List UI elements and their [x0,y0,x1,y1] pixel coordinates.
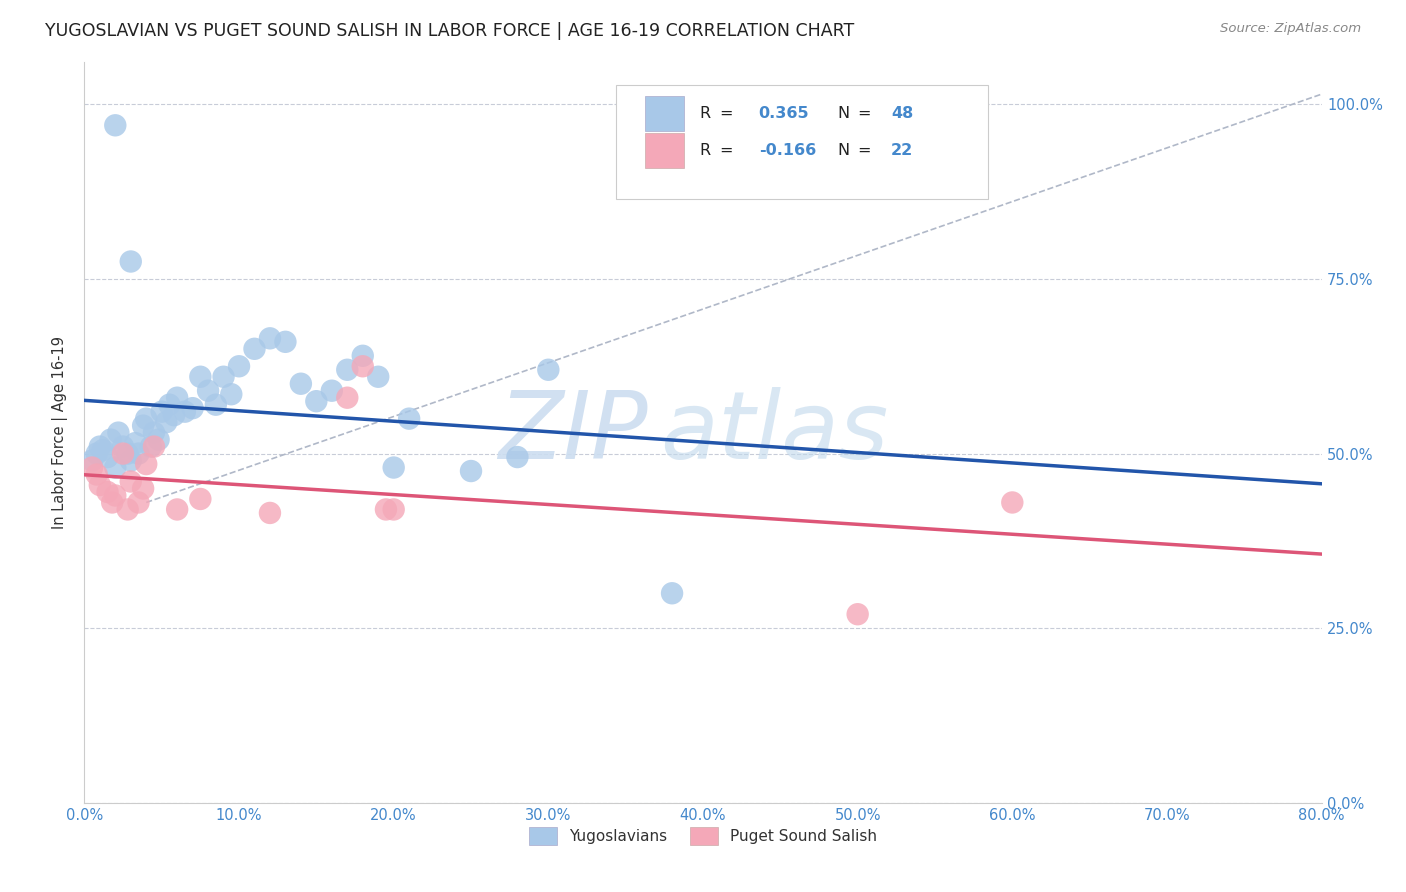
Point [120,254,142,268]
Point [367,369,389,384]
Point [259,331,281,345]
Point [132,418,155,433]
Text: YUGOSLAVIAN VS PUGET SOUND SALISH IN LABOR FORCE | AGE 16-19 CORRELATION CHART: YUGOSLAVIAN VS PUGET SOUND SALISH IN LAB… [45,22,855,40]
Text: =: = [718,143,733,158]
Point [197,384,219,398]
Text: N: N [838,106,851,121]
Point [143,440,166,454]
Point [143,425,166,440]
Y-axis label: In Labor Force | Age 16-19: In Labor Force | Age 16-19 [52,336,69,529]
Point [127,495,149,509]
Point [259,506,281,520]
Point [89,440,111,454]
Point [382,460,405,475]
Text: Source: ZipAtlas.com: Source: ZipAtlas.com [1220,22,1361,36]
Point [305,394,328,409]
Text: 22: 22 [891,143,914,158]
Point [846,607,869,622]
Point [174,405,197,419]
Point [205,398,228,412]
Text: R: R [699,106,710,121]
Point [163,408,186,422]
Point [159,398,180,412]
FancyBboxPatch shape [645,95,685,131]
Point [101,495,124,509]
Point [460,464,482,478]
Point [336,391,359,405]
Text: =: = [858,143,872,158]
Point [243,342,266,356]
Point [112,446,135,460]
Point [181,401,204,416]
FancyBboxPatch shape [616,85,987,200]
Point [352,349,374,363]
Text: R: R [699,143,710,158]
Point [188,369,211,384]
Text: ZIP: ZIP [498,387,647,478]
Point [120,475,142,489]
Point [104,118,127,132]
Point [96,450,118,464]
Point [382,502,405,516]
Point [398,411,420,425]
Point [212,369,235,384]
Point [374,502,398,516]
Point [148,433,170,447]
Point [188,491,211,506]
Point [506,450,529,464]
Point [107,425,129,440]
Text: =: = [718,106,733,121]
Point [127,446,149,460]
Point [336,363,359,377]
Point [120,453,142,467]
Text: =: = [858,106,872,121]
Text: 0.365: 0.365 [759,106,810,121]
Point [132,482,155,496]
Point [135,457,157,471]
Point [661,586,683,600]
Point [117,502,139,516]
Point [91,443,114,458]
Legend: Yugoslavians, Puget Sound Salish: Yugoslavians, Puget Sound Salish [523,821,883,851]
Point [321,384,343,398]
Point [86,467,108,482]
Text: -0.166: -0.166 [759,143,815,158]
Point [104,460,127,475]
Point [89,478,111,492]
Point [124,436,146,450]
Point [155,415,177,429]
Point [1001,495,1024,509]
Text: atlas: atlas [659,387,889,478]
Point [86,446,108,460]
Point [150,405,173,419]
Point [100,433,122,447]
Point [537,363,560,377]
Point [290,376,312,391]
Point [104,488,127,502]
Point [228,359,250,374]
Point [135,411,157,425]
Text: 48: 48 [891,106,914,121]
Point [352,359,374,374]
Point [112,440,135,454]
Point [82,453,104,467]
Point [219,387,242,401]
Point [166,502,188,516]
Point [96,485,118,500]
Point [139,440,162,454]
FancyBboxPatch shape [645,133,685,169]
Point [117,446,139,460]
Point [166,391,188,405]
Point [82,460,104,475]
Point [274,334,297,349]
Text: N: N [838,143,851,158]
